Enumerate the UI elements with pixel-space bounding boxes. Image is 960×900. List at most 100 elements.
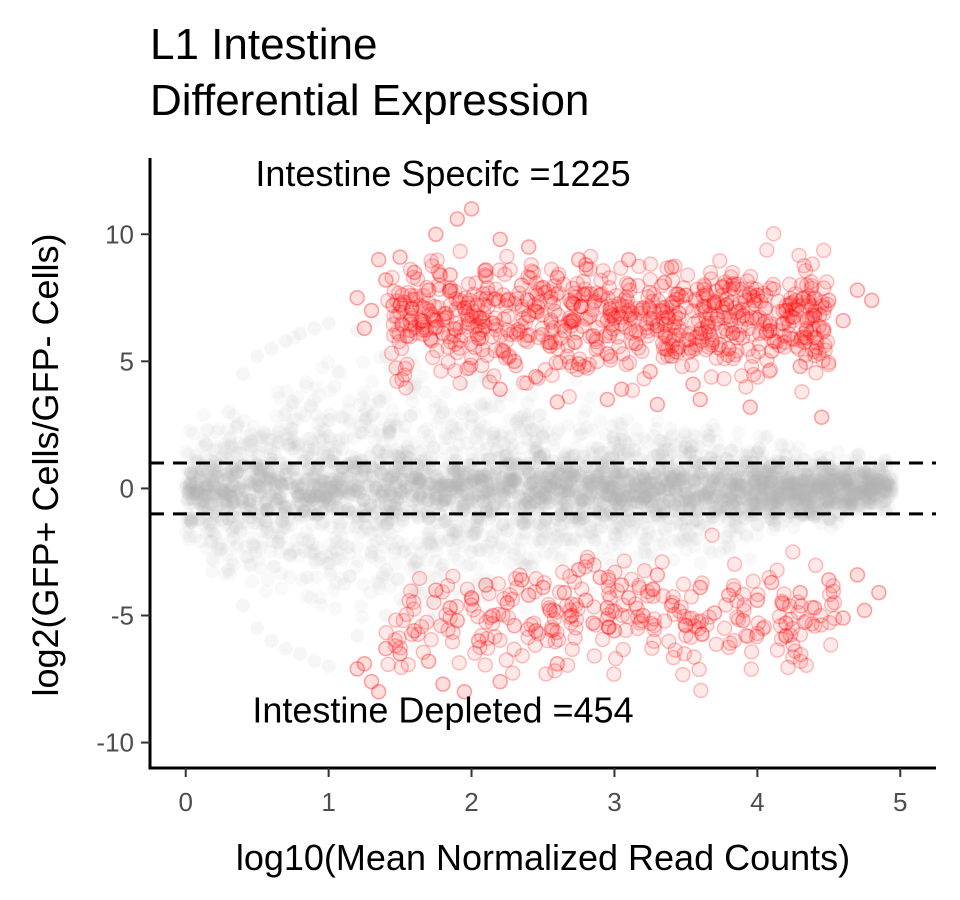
background-point — [487, 475, 502, 490]
background-point — [217, 436, 232, 451]
background-point — [475, 398, 490, 413]
background-point — [801, 462, 816, 477]
background-point — [328, 446, 343, 461]
background-point — [618, 434, 633, 449]
background-point — [662, 477, 677, 492]
intestine-depleted-point — [769, 562, 785, 578]
background-point — [601, 480, 616, 495]
background-point — [778, 498, 793, 513]
background-point — [618, 515, 633, 530]
background-point — [268, 491, 283, 506]
background-point — [282, 548, 297, 563]
background-point — [365, 374, 380, 389]
background-point — [873, 475, 888, 490]
background-point — [793, 473, 808, 488]
background-point — [321, 316, 336, 331]
background-point — [742, 446, 757, 461]
intestine-specific-point — [393, 340, 410, 357]
background-point — [773, 475, 788, 490]
background-point — [639, 481, 654, 496]
background-point — [641, 454, 656, 469]
background-point — [254, 439, 269, 454]
background-point — [709, 481, 724, 496]
background-point — [252, 513, 267, 528]
intestine-depleted-point — [504, 591, 521, 608]
background-point — [763, 499, 778, 514]
background-point — [378, 445, 393, 460]
background-point — [710, 467, 725, 482]
background-point — [387, 417, 402, 432]
background-point — [820, 499, 835, 514]
background-point — [356, 577, 371, 592]
intestine-specific-point — [796, 258, 812, 274]
background-point — [619, 498, 634, 513]
background-point — [317, 423, 332, 438]
background-point — [582, 466, 597, 481]
intestine-specific-point — [349, 290, 365, 306]
intestine-specific-point — [808, 365, 824, 381]
background-point — [816, 481, 831, 496]
background-point — [378, 485, 393, 500]
background-point — [654, 491, 669, 506]
background-point — [460, 495, 475, 510]
background-point — [232, 464, 247, 479]
intestine-specific-point — [686, 315, 702, 332]
background-point — [178, 481, 193, 496]
intestine-specific-point — [519, 327, 535, 344]
background-point — [570, 472, 585, 487]
background-point — [180, 492, 195, 507]
background-point — [851, 487, 866, 502]
intestine-depleted-point — [745, 573, 761, 590]
chart-title-line-1: L1 Intestine — [150, 20, 378, 69]
background-point — [464, 408, 479, 423]
background-point — [786, 479, 801, 494]
background-point — [485, 430, 500, 445]
background-point — [572, 512, 587, 527]
background-point — [179, 513, 194, 528]
background-point — [672, 472, 687, 487]
background-point — [291, 436, 306, 451]
background-point — [306, 546, 321, 561]
background-point — [479, 507, 494, 522]
background-point — [698, 485, 713, 500]
background-point — [648, 467, 663, 482]
background-point — [555, 454, 570, 469]
background-point — [359, 519, 374, 534]
intestine-depleted-point — [743, 644, 760, 660]
background-point — [678, 428, 693, 443]
background-point — [549, 512, 564, 527]
intestine-depleted-point — [683, 629, 699, 645]
background-point — [374, 424, 389, 439]
intestine-depleted-point — [586, 599, 602, 615]
background-point — [766, 465, 781, 480]
background-point — [526, 535, 541, 550]
background-point — [415, 485, 430, 500]
background-point — [369, 534, 384, 549]
background-point — [782, 509, 797, 524]
intestine-depleted-point — [594, 631, 611, 648]
background-point — [640, 490, 655, 505]
background-point — [775, 476, 790, 491]
background-point — [712, 496, 727, 511]
background-point — [653, 501, 668, 516]
background-point — [286, 434, 301, 449]
background-point — [613, 493, 628, 508]
background-point — [569, 440, 584, 455]
background-point — [796, 487, 811, 502]
background-point — [664, 469, 679, 484]
background-point — [870, 492, 885, 507]
background-point — [331, 500, 346, 515]
background-point — [268, 477, 283, 492]
background-point — [763, 484, 778, 499]
background-point — [229, 445, 244, 460]
background-point — [831, 489, 846, 504]
background-point — [247, 474, 262, 489]
background-point — [629, 550, 644, 565]
background-point — [440, 493, 455, 508]
intestine-specific-point — [492, 231, 508, 248]
intestine-specific-point — [429, 252, 445, 268]
background-point — [263, 441, 278, 456]
background-point — [804, 481, 819, 496]
background-point — [704, 489, 719, 504]
background-point — [284, 398, 299, 413]
